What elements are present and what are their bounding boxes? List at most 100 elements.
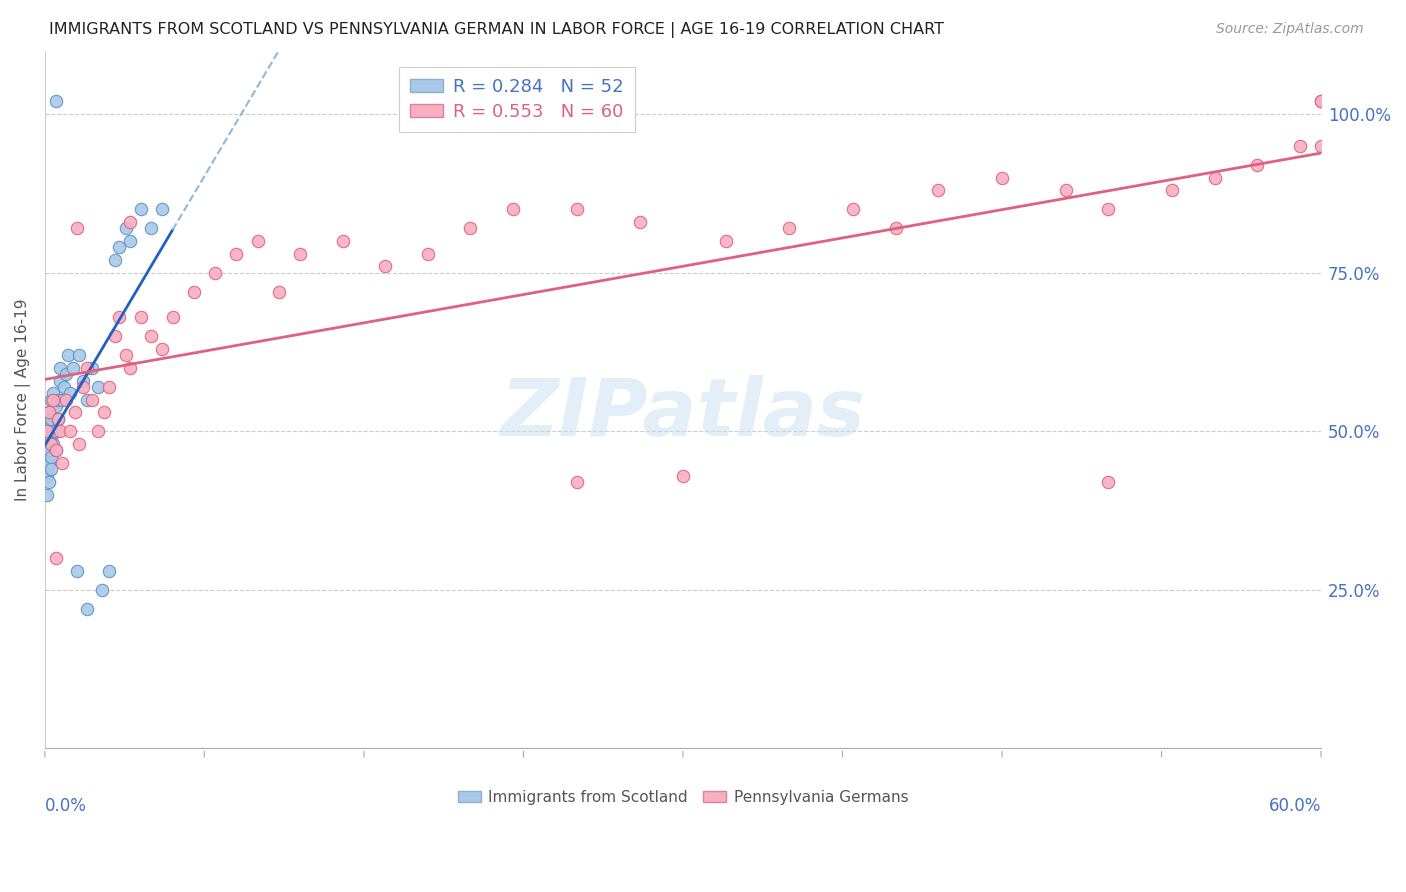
Point <box>76 392 98 407</box>
Point <box>1310 138 1333 153</box>
Point <box>44 443 66 458</box>
Point <box>51 392 73 407</box>
Point <box>39 417 62 432</box>
Point <box>58 348 80 362</box>
Point <box>91 582 114 597</box>
Point <box>1097 475 1119 489</box>
Point <box>42 425 65 439</box>
Point <box>38 443 60 458</box>
Point <box>34 450 56 464</box>
Point <box>76 360 98 375</box>
Point <box>80 360 103 375</box>
Point <box>66 221 89 235</box>
Point <box>129 202 152 217</box>
Point <box>93 405 115 419</box>
Point <box>288 246 311 260</box>
Point <box>118 234 141 248</box>
Text: Source: ZipAtlas.com: Source: ZipAtlas.com <box>1216 22 1364 37</box>
Point <box>44 425 66 439</box>
Point <box>714 234 737 248</box>
Point <box>38 475 60 489</box>
Y-axis label: In Labor Force | Age 16-19: In Labor Force | Age 16-19 <box>15 298 31 500</box>
Point <box>35 425 58 439</box>
Point <box>35 417 58 432</box>
Point <box>842 202 865 217</box>
Legend: Immigrants from Scotland, Pennsylvania Germans: Immigrants from Scotland, Pennsylvania G… <box>451 783 914 811</box>
Point <box>129 310 152 325</box>
Point <box>87 425 110 439</box>
Point <box>66 564 89 578</box>
Point <box>42 437 65 451</box>
Point <box>108 240 131 254</box>
Point <box>46 411 69 425</box>
Point <box>38 405 60 419</box>
Point <box>1161 183 1184 197</box>
Point <box>42 392 65 407</box>
Point <box>44 399 66 413</box>
Point <box>1246 158 1268 172</box>
Point <box>76 602 98 616</box>
Point <box>46 411 69 425</box>
Point <box>87 380 110 394</box>
Point <box>672 468 695 483</box>
Point <box>44 551 66 566</box>
Point <box>53 380 76 394</box>
Point <box>778 221 800 235</box>
Point <box>150 342 173 356</box>
Point <box>141 221 163 235</box>
Point <box>97 380 120 394</box>
Point <box>49 425 72 439</box>
Point <box>34 425 56 439</box>
Point <box>225 246 247 260</box>
Point <box>63 405 86 419</box>
Point <box>55 392 77 407</box>
Text: IMMIGRANTS FROM SCOTLAND VS PENNSYLVANIA GERMAN IN LABOR FORCE | AGE 16-19 CORRE: IMMIGRANTS FROM SCOTLAND VS PENNSYLVANIA… <box>49 22 945 38</box>
Point <box>991 170 1014 185</box>
Point <box>204 266 226 280</box>
Point <box>44 443 66 458</box>
Point <box>1204 170 1226 185</box>
Point <box>246 234 269 248</box>
Point <box>1288 138 1310 153</box>
Point <box>458 221 481 235</box>
Point <box>35 488 58 502</box>
Point <box>118 360 141 375</box>
Point <box>35 462 58 476</box>
Point <box>927 183 949 197</box>
Point <box>183 285 205 299</box>
Text: ZIPatlas: ZIPatlas <box>501 375 866 452</box>
Point <box>884 221 907 235</box>
Point <box>39 411 62 425</box>
Point <box>67 348 90 362</box>
Point <box>416 246 439 260</box>
Point <box>49 374 72 388</box>
Point <box>162 310 184 325</box>
Point <box>80 392 103 407</box>
Point <box>1054 183 1077 197</box>
Point <box>108 310 131 325</box>
Point <box>502 202 524 217</box>
Point <box>114 221 136 235</box>
Text: 60.0%: 60.0% <box>1268 797 1322 815</box>
Point <box>374 260 396 274</box>
Point <box>104 253 127 268</box>
Point <box>565 202 588 217</box>
Point <box>39 437 62 451</box>
Point <box>72 374 94 388</box>
Point <box>565 475 588 489</box>
Point <box>38 456 60 470</box>
Point <box>35 443 58 458</box>
Point <box>49 360 72 375</box>
Point <box>59 386 82 401</box>
Point <box>39 462 62 476</box>
Point <box>150 202 173 217</box>
Point <box>55 368 77 382</box>
Point <box>1310 95 1333 109</box>
Point <box>35 437 58 451</box>
Point <box>267 285 290 299</box>
Point <box>630 215 652 229</box>
Point <box>62 360 84 375</box>
Point <box>332 234 354 248</box>
Point <box>67 437 90 451</box>
Point <box>51 456 73 470</box>
